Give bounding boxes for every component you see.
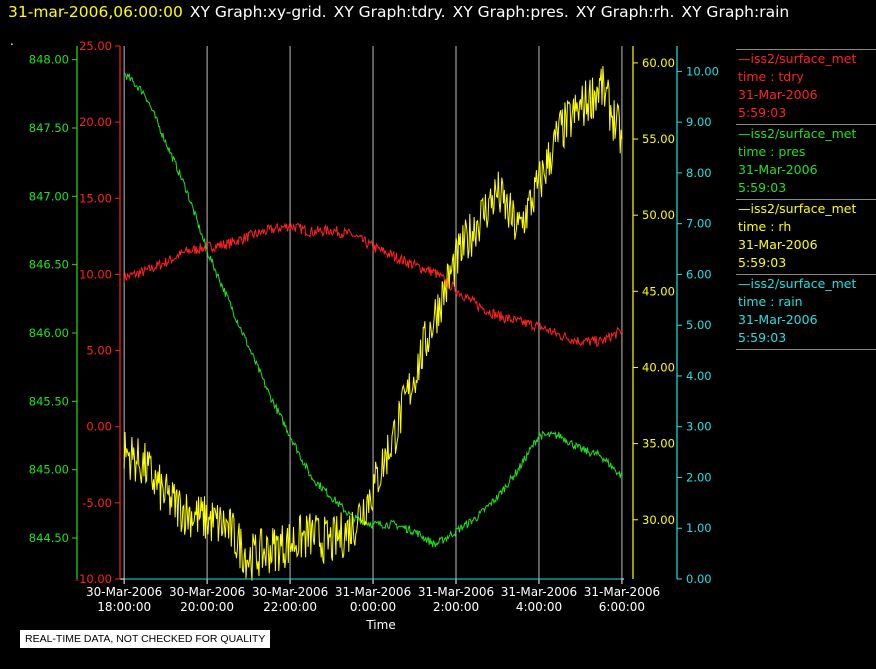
x-tick-label-time: 22:00:00 xyxy=(263,600,317,614)
legend-item-rain: —iss2/surface_met time : rain 31-Mar-200… xyxy=(736,274,876,350)
x-tick-label-date: 30-Mar-2006 xyxy=(169,585,245,599)
y-tick-label-rain: 0.00 xyxy=(686,572,712,586)
x-tick-label-date: 31-Mar-2006 xyxy=(501,585,577,599)
legend-label: time : tdry xyxy=(738,69,804,84)
y-tick-label-tdry: -5.00 xyxy=(82,496,112,510)
legend-time: 5:59:03 xyxy=(738,180,787,195)
y-tick-label-rh: 35.00 xyxy=(642,437,675,451)
graph-title-xy-grid: XY Graph:xy-grid. xyxy=(189,3,327,21)
legend-item-pres: —iss2/surface_met time : pres 31-Mar-200… xyxy=(736,124,876,199)
y-tick-label-pres: 846.00 xyxy=(29,326,69,340)
y-tick-label-rain: 2.00 xyxy=(686,470,712,484)
quality-notice: REAL-TIME DATA, NOT CHECKED FOR QUALITY xyxy=(20,630,271,648)
y-tick-label-pres: 847.00 xyxy=(29,189,69,203)
y-tick-label-rain: 6.00 xyxy=(686,267,712,281)
y-tick-label-rain: 1.00 xyxy=(686,521,712,535)
timestamp: 31-mar-2006,06:00:00 xyxy=(8,3,183,21)
legend-source: —iss2/surface_met xyxy=(738,201,857,216)
y-tick-label-tdry: 15.00 xyxy=(79,191,112,205)
series-line-rh xyxy=(123,65,623,581)
x-tick-label-time: 2:00:00 xyxy=(433,600,479,614)
legend-time: 5:59:03 xyxy=(738,255,787,270)
x-tick-label-time: 6:00:00 xyxy=(599,600,645,614)
y-tick-label-rh: 40.00 xyxy=(642,360,675,374)
y-tick-label-rh: 50.00 xyxy=(642,208,675,222)
y-tick-label-rain: 5.00 xyxy=(686,318,712,332)
y-tick-label-pres: 845.50 xyxy=(29,394,69,408)
y-tick-label-rain: 10.00 xyxy=(686,64,719,78)
y-tick-label-rh: 60.00 xyxy=(642,56,675,70)
legend-item-rh: —iss2/surface_met time : rh 31-Mar-2006 … xyxy=(736,199,876,274)
legend-source: —iss2/surface_met xyxy=(738,276,857,291)
y-tick-label-rh: 30.00 xyxy=(642,513,675,527)
y-tick-label-tdry: 10.00 xyxy=(79,267,112,281)
graph-title-tdry: XY Graph:tdry. xyxy=(333,3,446,21)
graph-title-rain: XY Graph:rain xyxy=(681,3,790,21)
x-tick-label-time: 20:00:00 xyxy=(180,600,234,614)
legend-source: —iss2/surface_met xyxy=(738,126,857,141)
legend-label: time : rain xyxy=(738,294,803,309)
legend-date: 31-Mar-2006 xyxy=(738,162,818,177)
y-tick-label-tdry: 20.00 xyxy=(79,115,112,129)
y-tick-label-tdry: 5.00 xyxy=(86,344,112,358)
y-tick-label-rain: 4.00 xyxy=(686,369,712,383)
y-tick-label-pres: 844.50 xyxy=(29,531,69,545)
legend-label: time : rh xyxy=(738,219,792,234)
y-tick-label-rh: 45.00 xyxy=(642,284,675,298)
graph-title-pres: XY Graph:pres. xyxy=(452,3,569,21)
y-tick-label-rain: 9.00 xyxy=(686,115,712,129)
x-tick-label-date: 31-Mar-2006 xyxy=(418,585,494,599)
header: 31-mar-2006,06:00:00 XY Graph:xy-grid. XY … xyxy=(8,3,789,21)
legend-time: 5:59:03 xyxy=(738,105,787,120)
y-tick-label-pres: 845.00 xyxy=(29,463,69,477)
y-tick-label-rh: 55.00 xyxy=(642,132,675,146)
y-tick-label-tdry: -10.00 xyxy=(75,572,112,586)
y-tick-label-pres: 847.50 xyxy=(29,121,69,135)
series-line-tdry xyxy=(123,222,623,348)
x-tick-label-date: 31-Mar-2006 xyxy=(584,585,660,599)
y-tick-label-pres: 846.50 xyxy=(29,258,69,272)
y-tick-label-rain: 8.00 xyxy=(686,166,712,180)
y-tick-label-tdry: 25.00 xyxy=(79,39,112,53)
legend-date: 31-Mar-2006 xyxy=(738,237,818,252)
x-tick-label-time: 0:00:00 xyxy=(350,600,396,614)
legend-label: time : pres xyxy=(738,144,806,159)
header-dot: . xyxy=(10,34,14,48)
legend-date: 31-Mar-2006 xyxy=(738,87,818,102)
y-tick-label-rain: 3.00 xyxy=(686,420,712,434)
legend: —iss2/surface_met time : tdry 31-Mar-200… xyxy=(736,49,876,350)
legend-source: —iss2/surface_met xyxy=(738,51,857,66)
x-tick-label-time: 18:00:00 xyxy=(97,600,151,614)
x-tick-label-time: 4:00:00 xyxy=(516,600,562,614)
graph-title-rh: XY Graph:rh. xyxy=(575,3,675,21)
x-tick-label-date: 30-Mar-2006 xyxy=(86,585,162,599)
x-axis-label: Time xyxy=(365,618,395,632)
y-tick-label-tdry: 0.00 xyxy=(86,420,112,434)
x-tick-label-date: 30-Mar-2006 xyxy=(252,585,328,599)
y-tick-label-rain: 7.00 xyxy=(686,217,712,231)
y-tick-label-pres: 848.00 xyxy=(29,53,69,67)
legend-item-tdry: —iss2/surface_met time : tdry 31-Mar-200… xyxy=(736,49,876,124)
legend-date: 31-Mar-2006 xyxy=(738,312,818,327)
x-tick-label-date: 31-Mar-2006 xyxy=(335,585,411,599)
series-line-pres xyxy=(123,72,623,547)
legend-time: 5:59:03 xyxy=(738,330,787,345)
